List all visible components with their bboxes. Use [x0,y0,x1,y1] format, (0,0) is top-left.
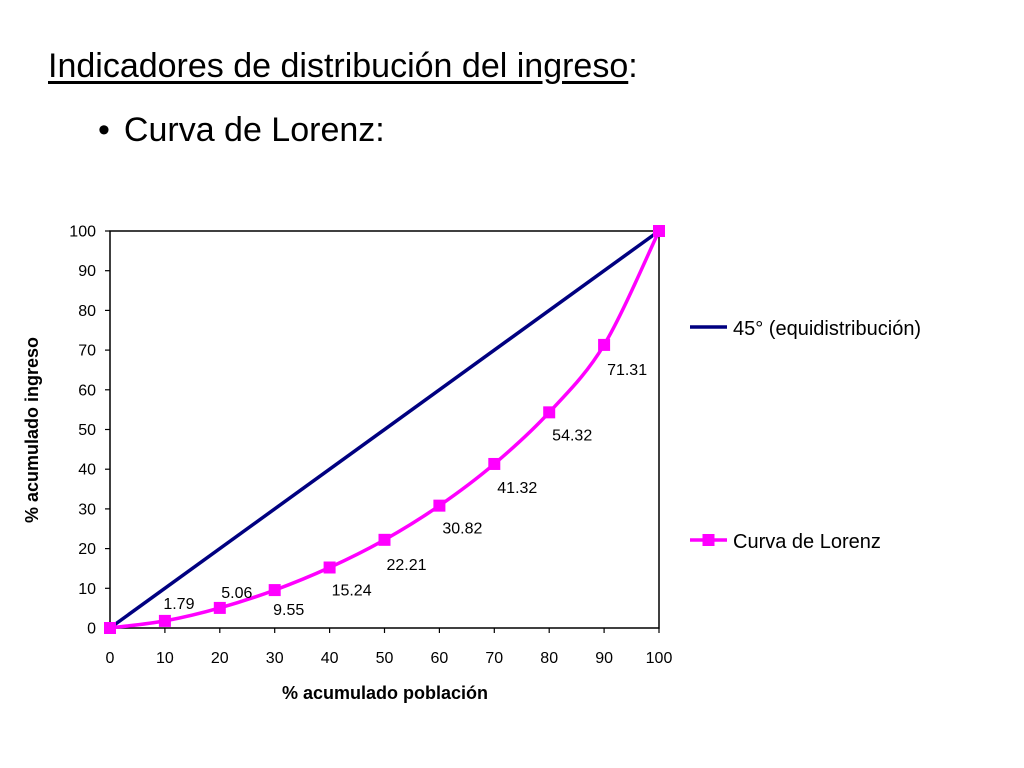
lorenz-data-label: 41.32 [497,480,537,497]
y-tick-label: 60 [78,382,96,399]
x-tick-label: 0 [106,650,115,667]
x-tick-label: 80 [540,650,558,667]
x-tick-label: 60 [431,650,449,667]
slide-title: Indicadores de distribución del ingreso: [48,46,638,87]
y-axis-title: % acumulado ingreso [22,337,42,523]
x-tick-label: 90 [595,650,613,667]
lorenz-point-marker [653,225,665,237]
lorenz-point-marker [543,406,556,419]
y-tick-label: 100 [69,224,96,241]
x-axis: 0 10 20 30 40 50 60 70 80 90 100 [106,628,673,667]
lorenz-data-label: 30.82 [442,521,482,538]
legend-label-lorenz: Curva de Lorenz [733,531,881,553]
lorenz-data-label: 5.06 [221,585,252,602]
lorenz-point-marker [378,533,391,546]
series-layer: 1.79 5.06 9.55 15.24 22.21 30.82 41.32 54.32 71.… [104,225,665,634]
lorenz-data-label: 54.32 [552,427,592,444]
x-tick-label: 10 [156,650,174,667]
lorenz-point-marker [104,622,116,634]
x-tick-label: 70 [485,650,503,667]
y-tick-label: 10 [78,581,96,598]
lorenz-data-label: 15.24 [332,582,372,599]
slide-title-colon: : [628,47,638,85]
lorenz-data-label: 22.21 [386,557,426,574]
lorenz-point-marker [268,584,281,597]
y-tick-label: 20 [78,541,96,558]
lorenz-data-label: 71.31 [607,362,647,379]
x-tick-label: 50 [376,650,394,667]
lorenz-point-marker [433,499,446,512]
y-tick-label: 40 [78,462,96,479]
x-tick-label: 30 [266,650,284,667]
x-tick-label: 100 [646,650,673,667]
y-tick-label: 70 [78,343,96,360]
slide-title-text: Indicadores de distribución del ingreso [48,47,629,85]
lorenz-point-marker [213,601,226,614]
lorenz-point-marker [488,457,501,470]
y-axis: 0 10 20 30 40 50 60 70 80 90 100 [69,224,110,638]
lorenz-point-marker [158,614,171,627]
lorenz-data-label: 1.79 [163,596,194,613]
bullet-text: Curva de Lorenz: [123,111,385,149]
lorenz-data-label: 9.55 [273,602,304,619]
x-axis-title: % acumulado población [282,683,488,703]
legend-label-equidistribution: 45° (equidistribución) [733,318,921,340]
lorenz-point-marker [323,561,336,574]
y-tick-label: 80 [78,303,96,320]
legend-marker-lorenz [702,534,715,546]
y-tick-label: 50 [78,422,96,439]
y-tick-label: 90 [78,263,96,280]
bullet-item: • Curva de Lorenz: [98,110,385,151]
legend: 45° (equidistribución) Curva de Lorenz [690,318,921,553]
y-tick-label: 0 [87,621,96,638]
y-tick-label: 30 [78,501,96,518]
series-line-equidistribution [108,229,661,630]
x-tick-label: 40 [321,650,339,667]
bullet-symbol: • [98,111,110,149]
lorenz-point-marker [598,338,611,351]
x-tick-label: 20 [211,650,229,667]
